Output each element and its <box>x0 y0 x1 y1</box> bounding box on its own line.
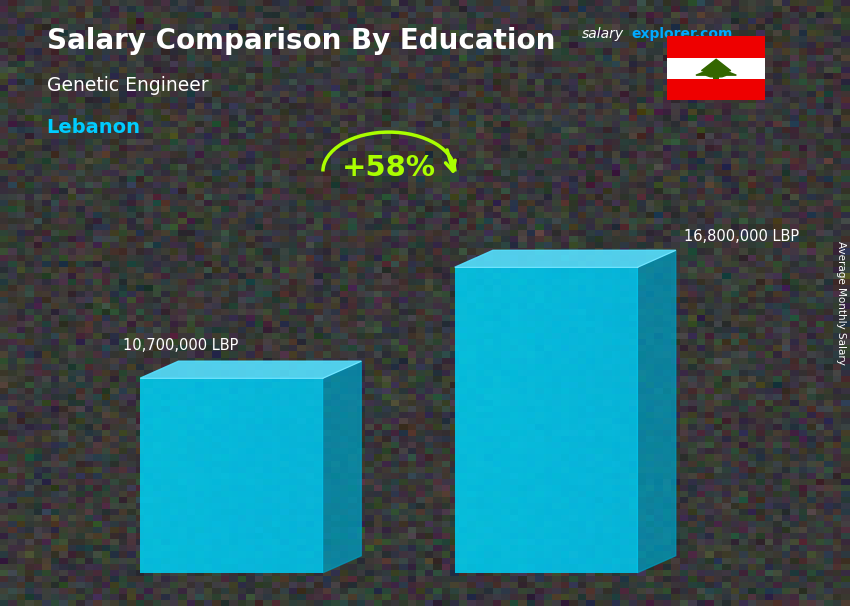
Bar <box>455 267 638 573</box>
Bar <box>713 76 719 79</box>
Bar <box>667 36 765 58</box>
Bar <box>300 378 323 573</box>
Bar <box>569 267 592 573</box>
Bar <box>667 58 765 79</box>
Polygon shape <box>638 250 676 573</box>
Bar <box>615 267 638 573</box>
Polygon shape <box>696 59 736 77</box>
Text: salary: salary <box>582 27 625 41</box>
Bar <box>524 267 547 573</box>
Bar <box>592 267 615 573</box>
Text: Genetic Engineer: Genetic Engineer <box>47 76 208 95</box>
Text: +58%: +58% <box>342 155 436 182</box>
Bar <box>277 378 300 573</box>
Bar <box>163 378 186 573</box>
Polygon shape <box>455 250 676 267</box>
Text: Lebanon: Lebanon <box>47 118 141 137</box>
Text: 10,700,000 LBP: 10,700,000 LBP <box>123 338 239 353</box>
Bar <box>140 378 163 573</box>
Bar <box>231 378 254 573</box>
Bar <box>209 378 231 573</box>
Polygon shape <box>140 361 361 378</box>
Text: Average Monthly Salary: Average Monthly Salary <box>836 241 846 365</box>
Bar <box>455 267 478 573</box>
Bar <box>667 79 765 100</box>
Text: explorer.com: explorer.com <box>632 27 733 41</box>
Text: 16,800,000 LBP: 16,800,000 LBP <box>684 229 799 244</box>
Bar <box>478 267 501 573</box>
Bar <box>254 378 277 573</box>
Bar <box>140 378 323 573</box>
Bar <box>186 378 209 573</box>
Bar <box>547 267 569 573</box>
Text: Salary Comparison By Education: Salary Comparison By Education <box>47 27 555 55</box>
Polygon shape <box>323 361 361 573</box>
Bar <box>501 267 524 573</box>
